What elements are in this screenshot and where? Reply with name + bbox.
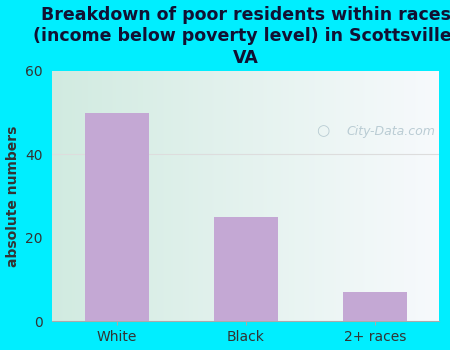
Bar (85, 113, 149, 321)
Bar (214, 217, 278, 321)
Y-axis label: absolute numbers: absolute numbers (5, 125, 19, 267)
Text: City-Data.com: City-Data.com (346, 125, 435, 138)
Text: ○: ○ (317, 124, 330, 139)
Bar (342, 292, 407, 321)
Title: Breakdown of poor residents within races
(income below poverty level) in Scottsv: Breakdown of poor residents within races… (33, 6, 450, 66)
